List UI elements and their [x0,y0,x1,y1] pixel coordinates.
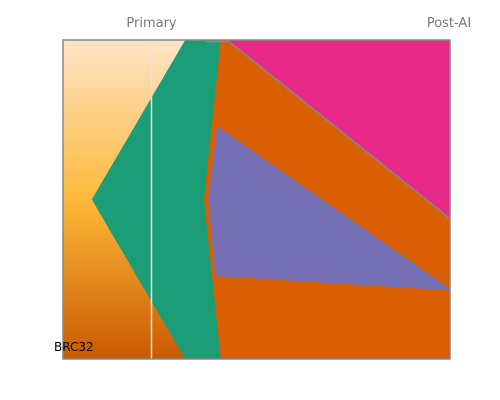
x-label-primary: Primary [126,16,177,31]
clone-boundary-clone3 [205,40,450,220]
plot-frame [62,39,451,360]
clone-layers [91,40,450,359]
sample-label: BRC32 [54,340,94,354]
clone-area-clone4 [208,126,450,291]
x-label-post-ai: Post-AI [427,16,471,31]
clone-area-clone3 [205,40,450,219]
